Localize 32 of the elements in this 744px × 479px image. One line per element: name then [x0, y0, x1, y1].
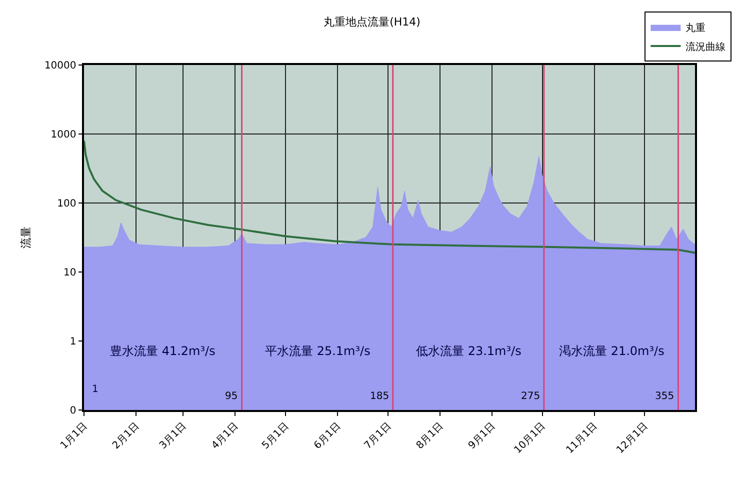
x-tick-label: 2月1日: [110, 420, 142, 452]
x-tick-label: 1月1日: [58, 420, 90, 452]
y-tick-label: 0: [70, 406, 76, 416]
line-series: [84, 140, 695, 254]
x-tick-label: 12月1日: [614, 420, 650, 456]
legend-label: 丸重: [686, 22, 706, 34]
annotation: 低水流量 23.1m³/s: [416, 344, 522, 358]
chart-title: 丸重地点流量(H14): [324, 16, 420, 29]
x-tick-label: 6月1日: [312, 420, 344, 452]
annotation: 1: [92, 384, 98, 395]
ref-line-label: 185: [370, 391, 390, 402]
y-tick-label: 100: [57, 198, 76, 210]
x-tick-label: 3月1日: [158, 420, 189, 452]
x-tick-label: 4月1日: [210, 420, 241, 452]
y-axis-title: 流量: [20, 226, 33, 248]
x-tick-label: 8月1日: [414, 420, 446, 452]
ref-line-label: 95: [225, 391, 238, 402]
y-tick-label: 10000: [44, 60, 76, 72]
x-tick-label: 10月1日: [512, 420, 548, 456]
ref-line-label: 355: [655, 391, 674, 402]
x-tick-label: 9月1日: [466, 420, 498, 452]
ref-line-label: 275: [521, 391, 540, 402]
x-tick-label: 7月1日: [362, 420, 394, 452]
annotation: 平水流量 25.1m³/s: [265, 344, 370, 358]
y-tick-label: 1000: [50, 130, 76, 140]
x-tick-label: 5月1日: [260, 420, 292, 452]
annotation: 渇水流量 21.0m³/s: [559, 344, 664, 358]
x-tick-label: 11月1日: [564, 420, 600, 456]
y-tick-label: 10: [64, 268, 76, 278]
legend-label: 流況曲線: [686, 40, 726, 53]
annotation: 豊水流量 41.2m³/s: [110, 344, 216, 358]
y-tick-label: 1: [70, 336, 76, 348]
